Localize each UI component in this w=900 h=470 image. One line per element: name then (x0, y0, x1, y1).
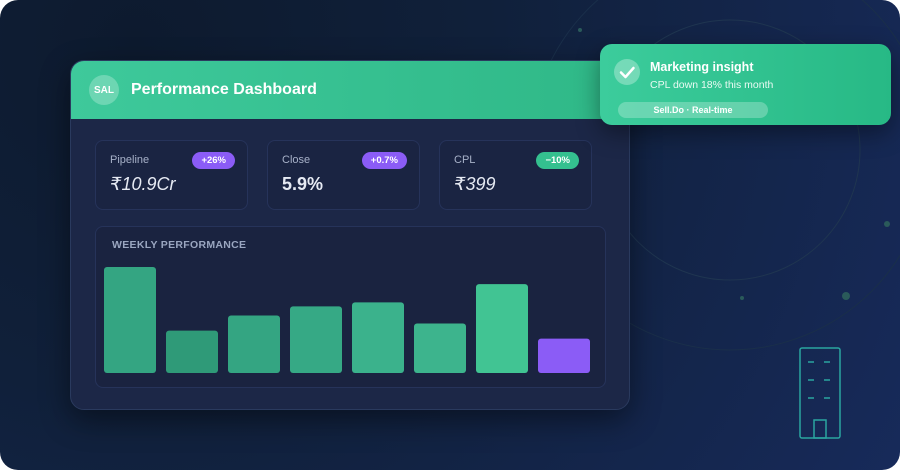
chart-title: WEEKLY PERFORMANCE (112, 239, 247, 251)
bar (104, 267, 156, 373)
dashboard-header: SAL Performance Dashboard (71, 61, 629, 119)
kpi-value: 5.9% (282, 174, 324, 194)
bar (476, 284, 528, 373)
check-icon (614, 59, 640, 85)
bar (228, 315, 280, 373)
building-icon (799, 347, 841, 439)
notification-text: CPL down 18% this month (650, 79, 774, 91)
dashboard-title: Performance Dashboard (131, 81, 317, 98)
dot (740, 296, 744, 300)
notification-tag: Sell.Do · Real-time (618, 102, 768, 118)
kpi-change: +26% (192, 152, 235, 169)
bar (414, 323, 466, 373)
kpi-card: Close 5.9% +0.7% (267, 140, 420, 210)
kpi-value: ₹10.9Cr (110, 174, 176, 194)
dot (842, 292, 850, 300)
dot (578, 28, 582, 32)
dot (884, 221, 890, 227)
dashboard-card: SAL Performance Dashboard Pipeline ₹10.9… (70, 60, 630, 410)
bar (352, 302, 404, 373)
bar-chart (104, 267, 590, 373)
chart-panel: WEEKLY PERFORMANCE (95, 226, 606, 388)
kpi-label: Pipeline (110, 154, 150, 166)
avatar-badge: SAL (89, 75, 119, 105)
kpi-value: ₹399 (454, 174, 496, 194)
bar (166, 330, 218, 373)
kpi-change: −10% (536, 152, 579, 169)
kpi-change: +0.7% (361, 152, 407, 169)
bar (290, 306, 342, 373)
notification: Marketing insight CPL down 18% this mont… (600, 44, 891, 125)
kpi-card: CPL ₹399 −10% (439, 140, 592, 210)
bar (538, 338, 590, 373)
kpi-label: CPL (454, 154, 476, 166)
notification-title: Marketing insight (650, 60, 754, 74)
kpi-card: Pipeline ₹10.9Cr +26% (95, 140, 248, 210)
kpi-label: Close (282, 154, 311, 166)
